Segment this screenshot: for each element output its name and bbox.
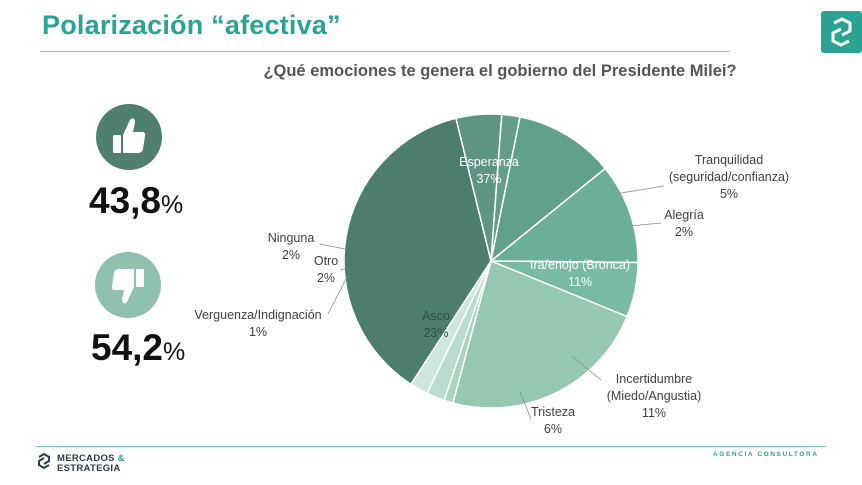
slice-label-3: Ira/enojo (Bronca) 11% xyxy=(530,258,630,289)
slice-label-4: Incertidumbre (Miedo/Angustia) 11% xyxy=(607,372,702,420)
slice-label-2: Alegría 2% xyxy=(664,208,704,239)
leader-line-2 xyxy=(629,222,662,227)
slice-label-6: Asco 23% xyxy=(422,309,450,340)
brand-logo-icon xyxy=(821,11,862,53)
pie-slice-0 xyxy=(343,117,492,386)
slice-label-5: Tristeza 6% xyxy=(531,405,575,436)
pie-slice-3 xyxy=(489,116,607,263)
chart-question: ¿Qué emociones te genera el gobierno del… xyxy=(263,62,737,80)
slice-label-9: Ninguna 2% xyxy=(268,231,315,262)
page-title: Polarización “afectiva” xyxy=(42,10,341,40)
leader-line-7 xyxy=(327,274,349,315)
pie-slice-4 xyxy=(488,167,639,264)
leader-line-1 xyxy=(614,185,665,195)
slice-label-7: Verguenza/Indignación 1% xyxy=(194,308,321,339)
positive-percentage: 43,8% xyxy=(89,180,184,221)
leader-line-8 xyxy=(339,267,349,271)
brand-mark-icon xyxy=(38,452,50,470)
pie-slice-9 xyxy=(409,260,492,395)
thumbs-down-icon xyxy=(95,252,161,318)
title-divider xyxy=(40,51,730,52)
slice-label-1: Tranquilidad (seguridad/confianza) 5% xyxy=(669,153,789,201)
leader-line-5 xyxy=(519,391,532,420)
brand-name: MERCADOS & ESTRATEGIA xyxy=(57,453,125,474)
footer-divider xyxy=(36,446,826,447)
slice-label-0: Esperanza 37% xyxy=(459,155,519,186)
negative-percentage: 54,2% xyxy=(91,327,186,368)
thumbs-up-icon xyxy=(96,104,162,170)
leader-line-9 xyxy=(319,243,346,250)
agency-tagline: AGENCIA CONSULTORA xyxy=(713,451,819,458)
pie-slice-6 xyxy=(452,259,629,409)
slice-label-8: Otro 2% xyxy=(314,254,338,285)
leader-line-4 xyxy=(571,355,602,381)
